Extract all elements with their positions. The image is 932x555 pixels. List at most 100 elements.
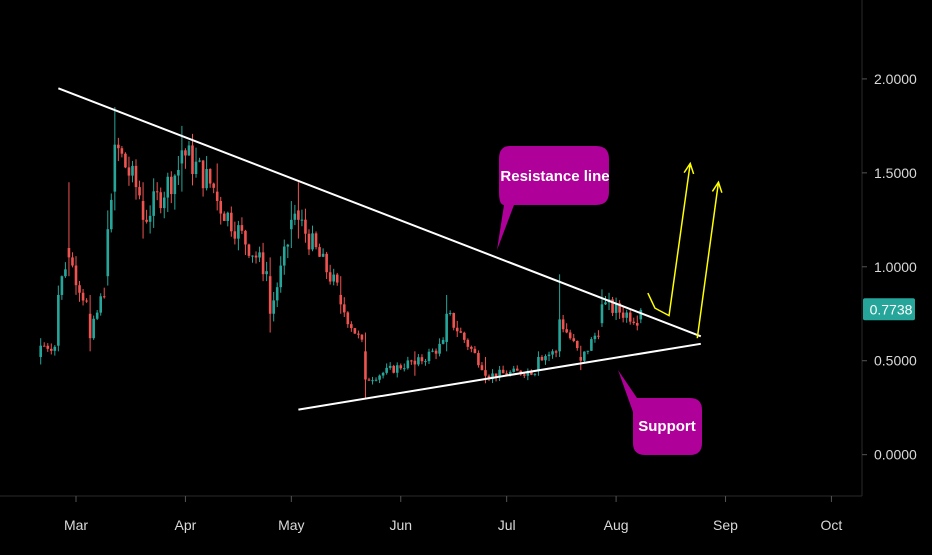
candle-body [540,356,544,361]
candle-body [311,233,314,250]
x-tick-label: Jun [389,517,412,533]
candle-body [523,374,526,376]
candle-body [71,257,74,266]
candle-body [575,340,579,349]
candle-body [219,201,223,214]
candle-body [201,160,205,189]
candle-body [424,361,427,363]
candle-body [265,271,268,275]
candle-body [318,247,321,257]
candle-body [290,219,293,230]
candle-body [328,272,332,282]
candle-body [162,197,166,209]
candle-body [420,357,424,362]
projection-path [696,182,720,339]
candle-body [628,312,632,322]
candle-body [434,350,438,354]
candle-body [131,165,134,176]
support-callout: Support [618,370,702,455]
candle-body [314,233,318,248]
candle-body [332,274,335,282]
candle-body [177,169,180,176]
candle-body [117,144,120,149]
candle-body [279,265,283,288]
candle-body [180,150,184,164]
x-tick-label: Sep [713,517,738,533]
candle-body [381,372,385,376]
candle-body [251,255,254,257]
candle-body [501,369,505,374]
candle-body [212,183,215,188]
candle-body [99,296,103,313]
candle-body [138,187,141,196]
candle-body [39,345,42,357]
candle-body [554,351,558,353]
candle-body [258,252,261,258]
candle-body [551,351,554,355]
candle-body [233,231,237,239]
candle-body [448,312,452,314]
candle-body [325,253,328,273]
candle-body [275,287,279,301]
candle-body [226,212,230,221]
last-price-badge-bg [863,298,915,321]
candle-body [374,379,378,381]
x-axis: Mar Apr May Jun Jul Aug Sep Oct [64,496,842,533]
candle-body [530,370,533,375]
candle-body [558,319,561,352]
candle-body [491,373,494,380]
candle-body [364,351,367,380]
candle-body [240,225,244,231]
last-price-label: 0.7738 [870,301,913,317]
candle-body [282,246,286,266]
candle-body [353,328,357,334]
resistance-callout-label: Resistance line [500,168,609,185]
candle-body [230,212,233,232]
candle-body [85,300,88,302]
candle-body [392,365,395,373]
candle-body [60,276,64,295]
candle-body [145,219,148,222]
candle-body [526,370,530,376]
candle-body [533,373,537,375]
y-tick-label: 0.0000 [874,447,917,463]
candle-body [42,345,46,347]
candle-body [110,199,113,230]
trendline [57,87,702,338]
candle-body [187,145,191,156]
candle-body [618,303,621,313]
x-tick-label: Aug [604,517,629,533]
candle-body [159,192,163,209]
candle-body [293,213,297,220]
candle-body [120,148,124,154]
candle-body [441,339,445,344]
candle-body [417,357,420,365]
candle-body [113,144,117,192]
candle-body [385,367,388,373]
trendline [298,342,701,411]
candle-body [102,296,106,298]
candle-body [247,244,251,256]
candle-body [402,368,406,370]
candle-body [466,339,470,347]
projection-arrowhead [683,161,695,175]
candle-body [498,369,501,378]
support-callout-shape [618,370,702,455]
candle-body [621,312,625,318]
candle-body [88,313,92,339]
candle-body [579,356,583,361]
candle-body [335,274,339,283]
candle-body [268,276,272,314]
candle-body [410,360,413,362]
candle-body [395,365,399,373]
y-tick-label: 1.0000 [874,259,917,275]
candle-body [583,351,586,361]
candle-body [445,313,448,342]
candle-body [342,304,346,313]
candle-body [452,312,456,328]
candle-body [106,229,110,277]
candle-body [544,356,547,361]
candle-body [261,252,265,275]
candle-body [215,191,219,202]
